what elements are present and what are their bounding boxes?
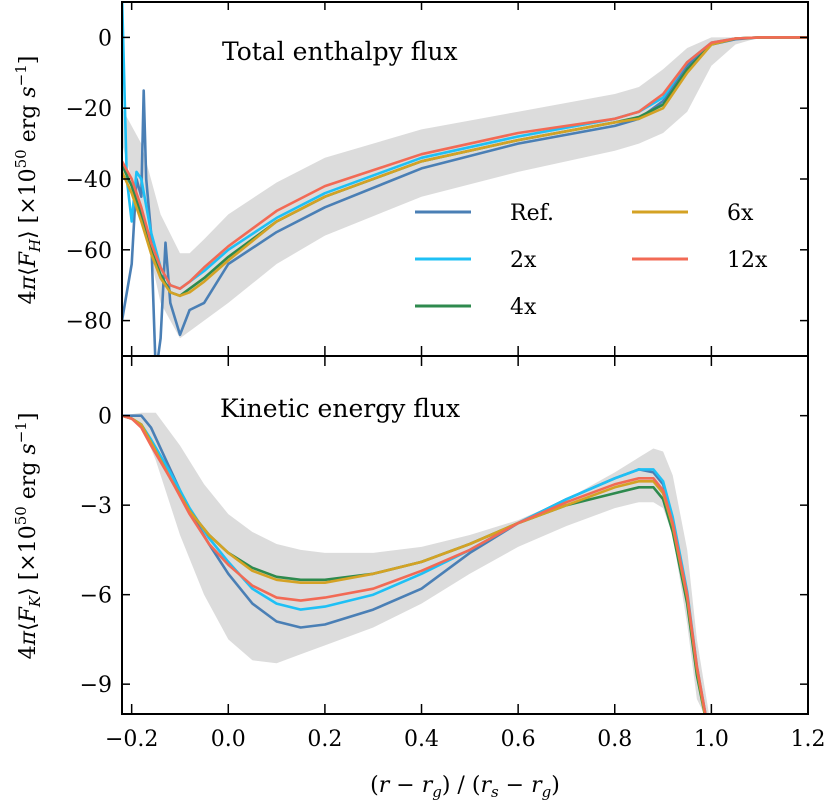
- kinetic-y-tick-label: −6: [80, 584, 112, 609]
- x-tick-label: 1.2: [791, 727, 826, 752]
- legend: Ref. 2x 4x 6x 12x: [415, 201, 768, 320]
- enthalpy-y-ticks: 0 −20 −40 −60 −80: [66, 26, 808, 335]
- legend-label: 2x: [510, 248, 537, 273]
- kinetic-frame: [121, 355, 809, 715]
- kinetic-y-tick-label: 0: [98, 405, 112, 430]
- enthalpy-lines: [122, 2, 808, 356]
- kinetic-y-tick-label: −3: [80, 494, 112, 519]
- kinetic-line-2x: [122, 414, 707, 714]
- kinetic-y-axis-label: 4π⟨FK⟩ [×1050 erg s−1]: [12, 413, 44, 660]
- legend-label: Ref.: [510, 201, 554, 226]
- x-ticks: −0.2 0.0 0.2 0.4 0.6 0.8 1.0 1.2: [105, 2, 826, 752]
- enthalpy-band-layer: [122, 37, 808, 339]
- enthalpy-panel: 0 −20 −40 −60 −80 Total enthalpy flux Ref. 2x…: [12, 2, 808, 356]
- enthalpy-y-tick-label: −40: [66, 168, 112, 193]
- kinetic-panel: 0 −3 −6 −9 Kinetic energy flux 4π⟨FK⟩ [×105…: [12, 394, 808, 714]
- x-axis-label: (r − rg) / (rs − rg): [370, 773, 560, 801]
- enthalpy-y-tick-label: −60: [66, 239, 112, 264]
- x-tick-label: 0.2: [307, 727, 342, 752]
- legend-label: 6x: [727, 201, 754, 226]
- enthalpy-y-tick-label: −80: [66, 310, 112, 335]
- enthalpy-y-tick-label: 0: [98, 26, 112, 51]
- x-tick-label: 1.0: [694, 727, 729, 752]
- kinetic-uncertainty-band: [122, 412, 709, 714]
- enthalpy-uncertainty-band: [122, 37, 808, 339]
- x-tick-label: 0.8: [597, 727, 632, 752]
- kinetic-y-ticks: 0 −3 −6 −9: [80, 405, 808, 698]
- legend-label: 12x: [727, 248, 768, 273]
- kinetic-band-layer: [122, 412, 709, 714]
- enthalpy-panel-title: Total enthalpy flux: [222, 37, 458, 66]
- enthalpy-line-ref: [122, 36, 808, 356]
- enthalpy-y-axis-label: 4π⟨FH⟩ [×1050 erg s−1]: [12, 56, 44, 305]
- kinetic-lines: [122, 414, 707, 714]
- x-tick-label: 0.6: [501, 727, 536, 752]
- kinetic-y-tick-label: −9: [80, 673, 112, 698]
- x-tick-label: 0.0: [211, 727, 246, 752]
- enthalpy-y-tick-label: −20: [66, 97, 112, 122]
- enthalpy-line-12x: [122, 36, 808, 291]
- x-tick-label: 0.4: [404, 727, 439, 752]
- kinetic-panel-title: Kinetic energy flux: [220, 394, 460, 423]
- kinetic-line-12x: [122, 414, 707, 714]
- legend-label: 4x: [510, 295, 537, 320]
- x-tick-label: −0.2: [105, 727, 158, 752]
